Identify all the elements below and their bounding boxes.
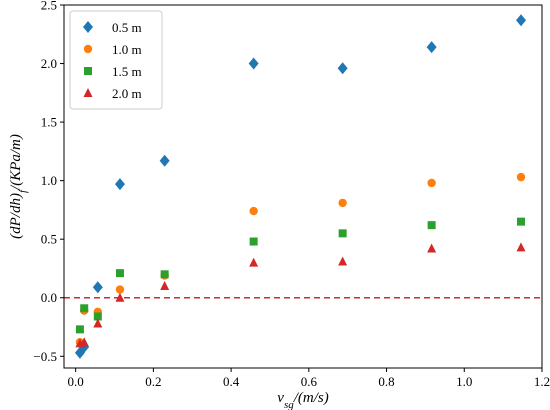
data-point — [427, 221, 436, 230]
legend-label: 0.5 m — [112, 20, 142, 35]
plot-frame — [63, 4, 543, 369]
data-point — [426, 41, 437, 54]
data-point — [115, 269, 124, 278]
y-tick-label: 1.0 — [41, 173, 57, 188]
series-1_5-m — [75, 217, 526, 334]
axis-layer: 0.0 0.2 0.4 0.6 0.8 1.0 1.2 −0.5 0.0 0.5 1.0 1.5 2.0… — [8, 0, 550, 410]
data-point — [249, 206, 258, 216]
x-tick-label: 0.6 — [301, 374, 318, 389]
data-point — [93, 318, 103, 328]
data-point — [160, 270, 169, 279]
legend-label: 2.0 m — [112, 86, 142, 101]
data-point — [337, 62, 348, 75]
x-tick-label: 0.8 — [378, 374, 394, 389]
data-point — [338, 198, 347, 208]
plot-layer — [64, 14, 542, 359]
legend-marker — [83, 88, 93, 97]
y-tick-label: 0.5 — [41, 232, 57, 247]
data-point — [75, 325, 84, 334]
data-point — [338, 256, 348, 266]
x-axis-title: vsg/(m/s) — [277, 390, 328, 410]
data-point — [80, 304, 89, 313]
x-tick-label: 0.2 — [145, 374, 161, 389]
data-point — [338, 229, 347, 238]
y-axis-title: (dP/dh)f/(KPa/m) — [8, 134, 29, 239]
data-point — [160, 281, 170, 291]
data-point — [248, 57, 259, 70]
data-point — [79, 337, 89, 347]
data-point — [159, 154, 170, 167]
data-point — [92, 281, 103, 294]
data-point — [516, 242, 526, 252]
x-tick-label: 1.2 — [534, 374, 550, 389]
x-tick-label: 1.0 — [456, 374, 472, 389]
y-tick-label: 0.0 — [41, 290, 57, 305]
data-point — [93, 312, 102, 321]
legend-label: 1.5 m — [112, 64, 142, 79]
data-point — [517, 217, 526, 226]
y-tick-label: −0.5 — [33, 349, 57, 364]
series-2_0-m — [75, 242, 526, 348]
data-point — [427, 243, 437, 253]
y-tick-label: 2.5 — [41, 0, 57, 13]
data-point — [249, 237, 258, 246]
x-tick-label: 0.4 — [223, 374, 240, 389]
series-1_0-m — [75, 172, 526, 347]
y-tick-label: 2.0 — [41, 56, 57, 71]
data-point — [427, 178, 436, 188]
legend-marker — [84, 67, 92, 75]
data-point — [115, 285, 125, 294]
data-point — [516, 172, 526, 182]
y-tick-label: 1.5 — [41, 115, 57, 130]
legend-marker — [83, 21, 93, 33]
data-point — [516, 14, 527, 27]
data-point — [249, 257, 259, 267]
legend-box — [69, 10, 163, 110]
data-point — [114, 178, 125, 191]
legend: 0.5 m 1.0 m 1.5 m 2.0 m — [69, 10, 163, 110]
legend-label: 1.0 m — [112, 42, 142, 57]
data-point — [115, 292, 125, 302]
legend-marker — [83, 44, 93, 54]
x-tick-label: 0.0 — [68, 374, 84, 389]
data-points — [74, 14, 527, 359]
